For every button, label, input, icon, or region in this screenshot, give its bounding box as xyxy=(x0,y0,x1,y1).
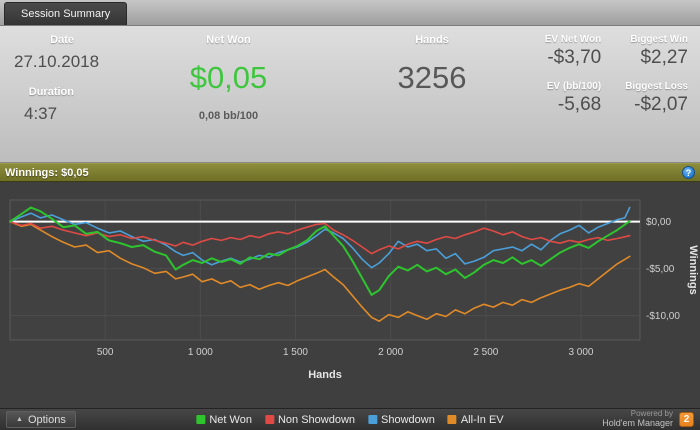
date-value: 27.10.2018 xyxy=(14,52,100,71)
winnings-chart-area: 500 1 000 1 500 2 000 2 500 3 000 $0,00 -$5,00 -… xyxy=(0,182,700,408)
ev-net-won-label: EV Net Won xyxy=(544,34,602,45)
svg-text:-$5,00: -$5,00 xyxy=(646,264,675,275)
ev-bb100-cell: EV (bb/100) -5,68 xyxy=(545,81,601,116)
legend-item-all-in-ev[interactable]: All-In EV xyxy=(447,413,504,426)
options-label: Options xyxy=(27,413,66,426)
svg-text:2 000: 2 000 xyxy=(378,347,403,358)
biggest-loss-value: -$2,07 xyxy=(634,94,688,115)
winnings-chart: 500 1 000 1 500 2 000 2 500 3 000 $0,00 -$5,00 -… xyxy=(9,199,699,381)
powered-by-line: Powered by xyxy=(630,409,673,419)
biggest-loss-cell: Biggest Loss -$2,07 xyxy=(625,81,688,116)
svg-text:Winnings: Winnings xyxy=(687,245,699,294)
stats-panel: Date 27.10.2018 Duration 4:37 Net Won $0… xyxy=(0,26,700,163)
net-won-bb100: 0,08 bb/100 xyxy=(198,110,259,122)
biggest-win-label: Biggest Win xyxy=(630,34,688,45)
hands-label: Hands xyxy=(415,34,449,46)
duration-label: Duration xyxy=(28,86,74,98)
legend-label: All-In EV xyxy=(460,413,504,426)
biggest-win-value: $2,27 xyxy=(640,47,688,68)
tab-session-summary[interactable]: Session Summary xyxy=(4,2,128,25)
showdown-swatch-icon xyxy=(368,415,378,424)
net-won-value: $0,05 xyxy=(189,60,268,95)
ev-bb100-value: -5,68 xyxy=(557,94,602,115)
date-label: Date xyxy=(50,34,74,46)
legend-label: Non Showdown xyxy=(277,413,356,426)
chart-legend: Net Won Non Showdown Showdown All-In EV xyxy=(196,413,504,426)
svg-text:Hands: Hands xyxy=(308,369,342,381)
options-button[interactable]: ▲ Options xyxy=(6,411,76,428)
holdem-manager-logo-icon: 2 xyxy=(679,412,694,427)
biggest-win-cell: Biggest Win $2,27 xyxy=(625,34,688,69)
footer-bar: ▲ Options Net Won Non Showdown Showdown … xyxy=(0,408,700,430)
non-showdown-swatch-icon xyxy=(264,415,274,424)
help-icon[interactable]: ? xyxy=(682,166,695,179)
legend-label: Showdown xyxy=(381,413,435,426)
ev-stats-grid: EV Net Won -$3,70 Biggest Win $2,27 EV (… xyxy=(545,34,688,162)
legend-item-net-won[interactable]: Net Won xyxy=(196,414,252,426)
svg-text:500: 500 xyxy=(97,347,114,358)
hands-value: 3256 xyxy=(397,60,467,95)
svg-text:2 500: 2 500 xyxy=(473,347,498,358)
svg-text:1 500: 1 500 xyxy=(283,347,308,358)
powered-by-block: Powered by Hold'em Manager 2 xyxy=(602,409,694,429)
svg-text:3 000: 3 000 xyxy=(568,347,593,358)
net-won-label: Net Won xyxy=(206,34,251,46)
winnings-title: Winnings: $0,05 xyxy=(5,166,89,179)
duration-value: 4:37 xyxy=(24,104,58,123)
hands-column: Hands 3256 xyxy=(347,34,517,162)
all-in-ev-swatch-icon xyxy=(447,415,457,424)
net-won-column: Net Won $0,05 0,08 bb/100 xyxy=(146,34,311,162)
net-won-swatch-icon xyxy=(196,415,206,424)
legend-label: Net Won xyxy=(209,413,252,426)
chevron-up-icon: ▲ xyxy=(16,416,23,423)
date-duration-column: Date 27.10.2018 Duration 4:37 xyxy=(14,34,134,162)
svg-text:1 000: 1 000 xyxy=(188,347,213,358)
biggest-loss-label: Biggest Loss xyxy=(625,81,688,92)
winnings-header-bar: Winnings: $0,05 ? xyxy=(0,163,700,182)
svg-text:-$10,00: -$10,00 xyxy=(646,311,680,322)
tab-bar: Session Summary xyxy=(0,0,700,26)
powered-by-text: Powered by Hold'em Manager xyxy=(602,409,673,429)
legend-item-non-showdown[interactable]: Non Showdown xyxy=(264,413,356,426)
ev-net-won-value: -$3,70 xyxy=(547,47,602,68)
legend-item-showdown[interactable]: Showdown xyxy=(368,414,435,426)
ev-bb100-label: EV (bb/100) xyxy=(546,81,602,92)
brand-name: Hold'em Manager xyxy=(602,417,673,428)
svg-text:$0,00: $0,00 xyxy=(646,217,671,228)
ev-net-won-cell: EV Net Won -$3,70 xyxy=(545,34,601,69)
